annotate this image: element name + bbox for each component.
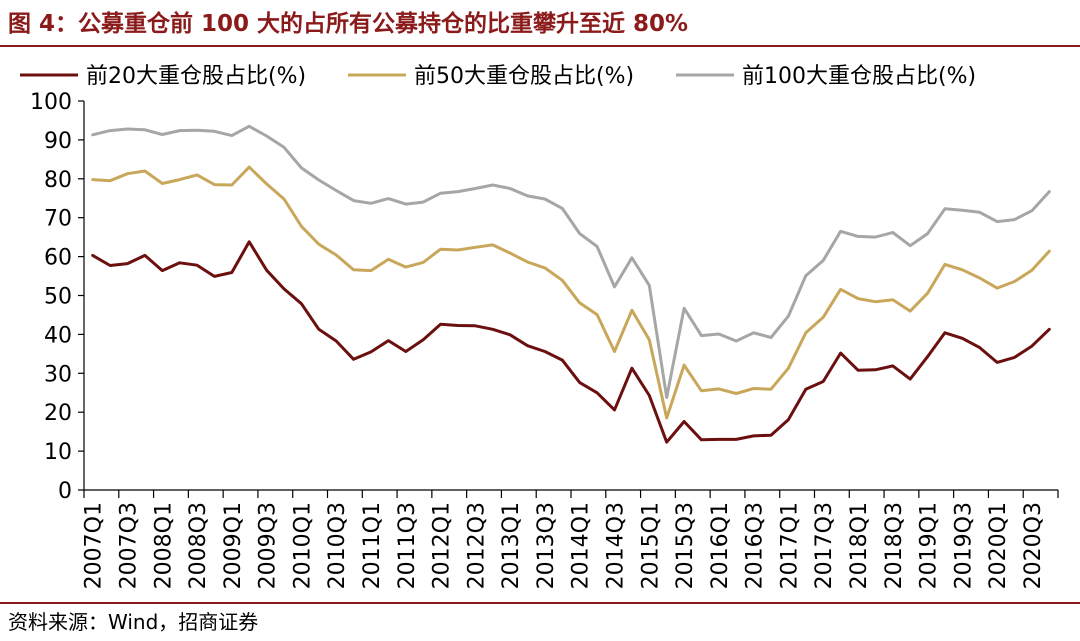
- y-tick-label: 70: [44, 207, 72, 232]
- x-tick-label: 2014Q1: [569, 502, 594, 589]
- chart-legend: 前20大重仓股占比(%) 前50大重仓股占比(%) 前100大重仓股占比(%): [20, 64, 976, 89]
- x-tick-label: 2009Q1: [221, 502, 246, 589]
- x-tick-label: 2011Q1: [360, 502, 385, 589]
- x-tick-label: 2015Q3: [673, 502, 698, 589]
- series-line-3: [91, 124, 1051, 399]
- y-tick-label: 40: [44, 323, 72, 348]
- series-lines: [91, 124, 1051, 444]
- x-tick-label: 2020Q1: [986, 502, 1011, 589]
- y-tick-label: 0: [58, 479, 72, 504]
- y-axis: 0 10 20 30 40 50 60 70 80 90 100: [30, 90, 85, 504]
- y-tick-label: 10: [44, 440, 72, 465]
- x-tick-label: 2016Q1: [708, 502, 733, 589]
- x-tick-label: 2019Q3: [951, 502, 976, 589]
- y-tick-label: 20: [44, 401, 72, 426]
- x-tick-label: 2017Q3: [812, 502, 837, 589]
- x-tick-label: 2016Q3: [743, 502, 768, 589]
- title-divider: [0, 45, 1080, 47]
- x-tick-label: 2012Q1: [430, 502, 455, 589]
- x-tick-label: 2015Q1: [638, 502, 663, 589]
- y-tick-label: 100: [30, 90, 72, 115]
- x-tick-label: 2018Q3: [882, 502, 907, 589]
- legend-label-1: 前20大重仓股占比(%): [86, 64, 306, 89]
- x-tick-label: 2007Q1: [82, 502, 107, 589]
- x-axis: 2007Q1 2007Q3 2008Q1 2008Q3 2009Q1 2009Q3 2010…: [82, 489, 1059, 589]
- x-tick-label: 2009Q3: [256, 502, 281, 589]
- x-tick-label: 2020Q3: [1021, 502, 1046, 589]
- x-tick-label: 2019Q1: [917, 502, 942, 589]
- y-tick-label: 80: [44, 168, 72, 193]
- legend-label-3: 前100大重仓股占比(%): [742, 64, 976, 89]
- source-note: 资料来源：Wind，招商证券: [8, 610, 259, 634]
- series-line-2: [91, 165, 1051, 420]
- x-tick-label: 2007Q3: [116, 502, 141, 589]
- legend-label-2: 前50大重仓股占比(%): [414, 64, 634, 89]
- x-tick-label: 2012Q3: [464, 502, 489, 589]
- y-tick-label: 50: [44, 285, 72, 310]
- x-tick-label: 2013Q3: [534, 502, 559, 589]
- x-tick-label: 2010Q3: [325, 502, 350, 589]
- y-tick-label: 60: [44, 246, 72, 271]
- footer-divider: [0, 602, 1080, 604]
- x-tick-label: 2017Q1: [777, 502, 802, 589]
- x-tick-label: 2011Q3: [395, 502, 420, 589]
- y-tick-label: 90: [44, 129, 72, 154]
- line-chart: 前20大重仓股占比(%) 前50大重仓股占比(%) 前100大重仓股占比(%) 0 1…: [20, 64, 1059, 589]
- series-line-1: [91, 240, 1051, 444]
- y-tick-label: 30: [44, 362, 72, 387]
- x-tick-label: 2010Q1: [290, 502, 315, 589]
- x-tick-label: 2008Q1: [151, 502, 176, 589]
- page-title: 图 4：公募重仓前 100 大的占所有公募持仓的比重攀升至近 80%: [8, 11, 689, 37]
- x-tick-label: 2014Q3: [603, 502, 628, 589]
- x-tick-label: 2013Q1: [499, 502, 524, 589]
- x-tick-label: 2008Q3: [186, 502, 211, 589]
- x-tick-label: 2018Q1: [847, 502, 872, 589]
